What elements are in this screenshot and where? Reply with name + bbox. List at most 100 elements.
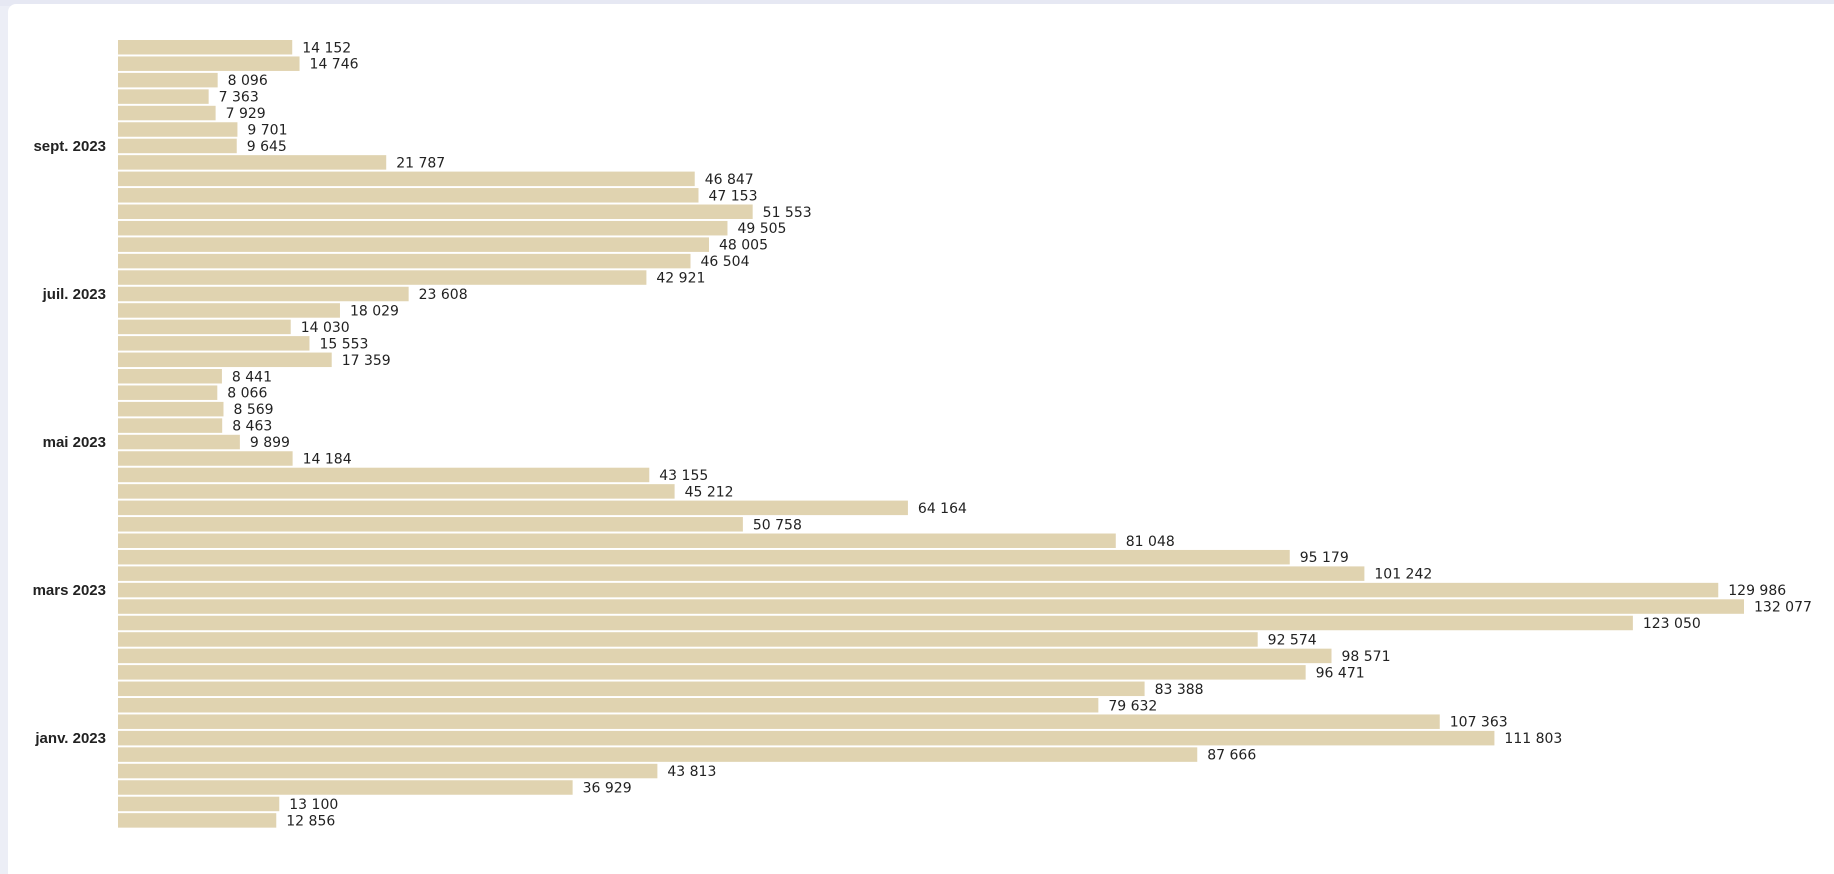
bar-value-label: 8 096: [228, 73, 268, 89]
bar: [118, 549, 1290, 565]
bar: [118, 813, 277, 828]
bar: [118, 105, 216, 121]
bar-value-label: 95 179: [1300, 550, 1349, 566]
bar-value-label: 43 813: [667, 764, 716, 780]
y-axis-ticks: sept. 2023 juil. 2023 mai 2023 mars 2023 jan…: [33, 138, 106, 747]
bar-value-label: 13 100: [289, 797, 338, 813]
bar: [118, 369, 222, 384]
bar-value-label: 98 571: [1342, 649, 1391, 665]
y-tick-label: mars 2023: [33, 582, 106, 599]
bar: [118, 698, 1099, 713]
bar-value-label: 48 005: [719, 238, 768, 254]
bar: [118, 237, 709, 252]
bar-value-label: 36 929: [583, 781, 632, 797]
bar: [118, 122, 238, 137]
bar: [118, 220, 728, 236]
bar-value-label: 83 388: [1155, 682, 1204, 698]
bar-value-label: 14 746: [310, 57, 359, 73]
bar-value-label: 49 505: [737, 221, 786, 237]
y-tick-label: sept. 2023: [33, 138, 106, 155]
y-tick-label: mai 2023: [43, 434, 106, 451]
bar: [118, 138, 237, 154]
bar: [118, 171, 695, 187]
bar-value-label: 46 847: [705, 172, 754, 188]
bar-value-label: 47 153: [709, 188, 758, 204]
bar: [118, 615, 1633, 631]
bar: [118, 155, 387, 170]
bar: [118, 253, 691, 269]
bar-value-label: 8 066: [227, 386, 267, 402]
bar-value-label: 14 184: [303, 452, 352, 468]
bar: [118, 566, 1365, 581]
bar: [118, 500, 908, 516]
bar: [118, 681, 1145, 697]
bar-value-label: 129 986: [1728, 583, 1786, 599]
bar: [118, 204, 753, 219]
bar: [118, 188, 699, 203]
bar: [118, 665, 1306, 680]
bar: [118, 286, 409, 302]
y-tick-label: janv. 2023: [34, 730, 106, 747]
bar-value-label: 8 441: [232, 369, 272, 385]
bar: [118, 418, 223, 433]
bar: [118, 763, 658, 779]
bar: [118, 467, 650, 483]
bar: [118, 599, 1744, 614]
bar: [118, 780, 573, 795]
bar: [118, 40, 293, 55]
bar: [118, 796, 280, 812]
bar-value-label: 9 899: [250, 435, 290, 451]
bar: [118, 451, 293, 466]
bar: [118, 352, 332, 368]
bar: [118, 714, 1440, 729]
bar: [118, 730, 1495, 746]
bar-value-label: 132 077: [1754, 600, 1812, 616]
bar-value-label: 107 363: [1450, 715, 1508, 731]
bar-value-label: 111 803: [1504, 731, 1562, 747]
bar: [118, 385, 218, 400]
bar: [118, 434, 240, 450]
bar-value-label: 43 155: [659, 468, 708, 484]
chart-card: [8, 4, 1834, 874]
bar-value-label: 9 701: [247, 123, 287, 139]
bar-value-label: 7 929: [226, 106, 266, 122]
bar-value-label: 50 758: [753, 517, 802, 533]
bar: [118, 303, 340, 318]
bar-value-label: 79 632: [1108, 698, 1157, 714]
bar: [118, 648, 1332, 664]
bar-value-label: 51 553: [763, 205, 812, 221]
bars-layer: [118, 40, 1744, 828]
bar: [118, 89, 209, 104]
bar: [118, 56, 300, 71]
y-tick-label: juil. 2023: [42, 286, 106, 303]
bar-value-label: 8 463: [232, 419, 272, 435]
bar: [118, 747, 1198, 762]
bar-value-label: 12 856: [286, 813, 335, 829]
bar-value-label: 87 666: [1207, 748, 1256, 764]
bar-value-label: 96 471: [1316, 665, 1365, 681]
bar-value-label: 123 050: [1643, 616, 1701, 632]
bar-value-label: 14 030: [301, 320, 350, 336]
bar-value-label: 8 569: [233, 402, 273, 418]
bar: [118, 336, 310, 351]
bar: [118, 632, 1258, 647]
bar-value-label: 7 363: [219, 90, 259, 106]
bar-value-label: 42 921: [656, 271, 705, 287]
bar-value-label: 92 574: [1268, 632, 1317, 648]
bar-value-label: 81 048: [1126, 534, 1175, 550]
bar: [118, 72, 218, 88]
bar-value-label: 45 212: [685, 484, 734, 500]
bar: [118, 582, 1719, 598]
bar-value-label: 64 164: [918, 501, 967, 517]
bar: [118, 401, 224, 417]
bar-value-label: 17 359: [342, 353, 391, 369]
bar: [118, 533, 1116, 548]
bar-value-label: 9 645: [247, 139, 287, 155]
bar-value-label: 21 787: [396, 155, 445, 171]
top-strip: [0, 0, 1834, 6]
bar-value-label: 14 152: [302, 40, 351, 56]
bar-value-label: 101 242: [1374, 567, 1432, 583]
bar-value-label: 15 553: [319, 336, 368, 352]
